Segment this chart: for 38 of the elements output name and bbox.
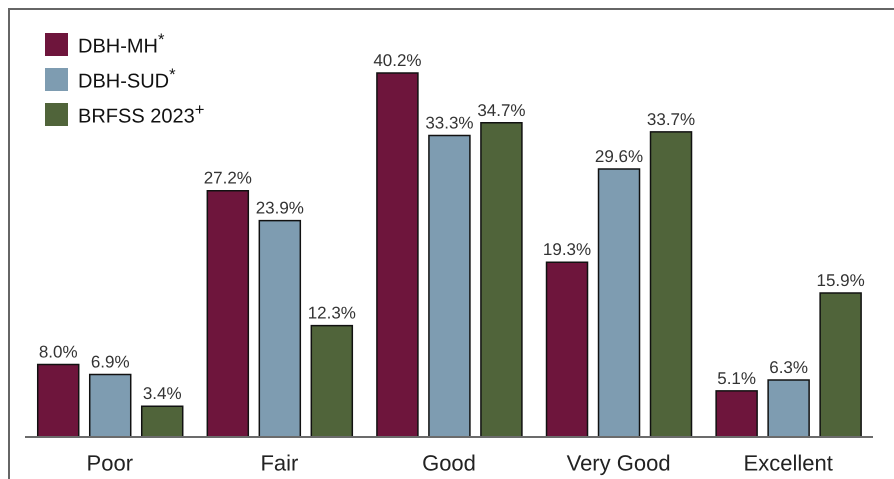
bar — [480, 122, 523, 438]
x-tick-label: Poor — [86, 450, 134, 476]
bar — [88, 374, 132, 438]
data-label: 6.9% — [90, 352, 130, 372]
data-label: 19.3% — [542, 240, 592, 260]
data-label: 29.6% — [594, 146, 644, 166]
bar — [376, 72, 419, 438]
data-label: 5.1% — [717, 368, 756, 388]
data-label: 40.2% — [373, 51, 422, 70]
bar — [650, 131, 692, 438]
data-label: 27.2% — [204, 168, 252, 188]
data-label: 12.3% — [308, 304, 356, 323]
bar — [428, 134, 471, 438]
bar — [546, 261, 588, 438]
data-label: 6.3% — [769, 358, 808, 377]
bar — [258, 220, 302, 438]
bar — [36, 364, 80, 438]
bar — [598, 168, 640, 438]
x-tick-label: Good — [422, 450, 476, 476]
bar — [715, 390, 758, 438]
data-label: 15.9% — [816, 271, 865, 290]
legend-label: DBH-SUD$^{*}$ — [78, 64, 176, 94]
x-tick-label: Very Good — [566, 450, 671, 476]
bar — [140, 405, 184, 438]
bar — [819, 292, 862, 438]
bar — [206, 190, 250, 438]
data-label: 23.9% — [256, 198, 304, 218]
x-tick-label: Fair — [260, 450, 298, 476]
bar — [310, 324, 354, 438]
data-label: 33.3% — [425, 113, 474, 132]
legend-label: DBH-MH$^{*}$ — [78, 30, 164, 58]
bar — [767, 379, 810, 438]
data-label: 34.7% — [477, 100, 526, 120]
x-tick-label: Excellent — [744, 450, 833, 476]
data-label: 8.0% — [38, 342, 78, 362]
legend-label: BRFSS 2023$^{+}$ — [78, 100, 204, 128]
data-label: 33.7% — [646, 110, 696, 129]
data-label: 3.4% — [142, 384, 182, 404]
